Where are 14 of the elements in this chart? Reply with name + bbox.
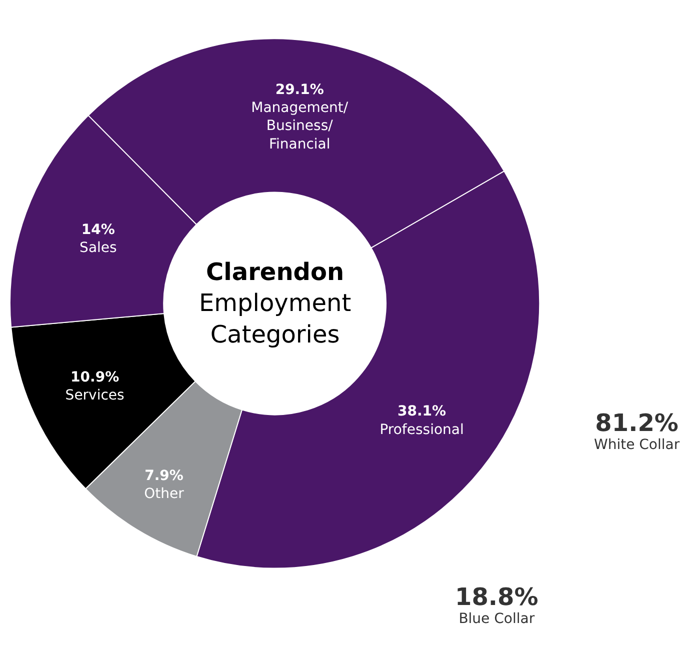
data-label: 7.9% xyxy=(144,468,184,484)
text: 81.2% White Collar xyxy=(594,409,680,454)
text: 18.8% Blue Collar xyxy=(455,583,538,628)
slice-label: Management/Business/Financial xyxy=(251,100,348,152)
data-label: 29.1% xyxy=(275,82,324,98)
data-label: 14% xyxy=(81,222,115,238)
data-label: 10.9% xyxy=(70,369,120,386)
data-label: 38.1% xyxy=(398,404,446,420)
slice-label: Professional xyxy=(380,422,464,438)
slice-label: Other xyxy=(144,486,184,502)
slice-label: Sales xyxy=(80,240,117,256)
text: Clarendon xyxy=(206,258,344,286)
text: Employment Categories xyxy=(199,289,352,348)
slice-label: Services xyxy=(65,388,124,404)
